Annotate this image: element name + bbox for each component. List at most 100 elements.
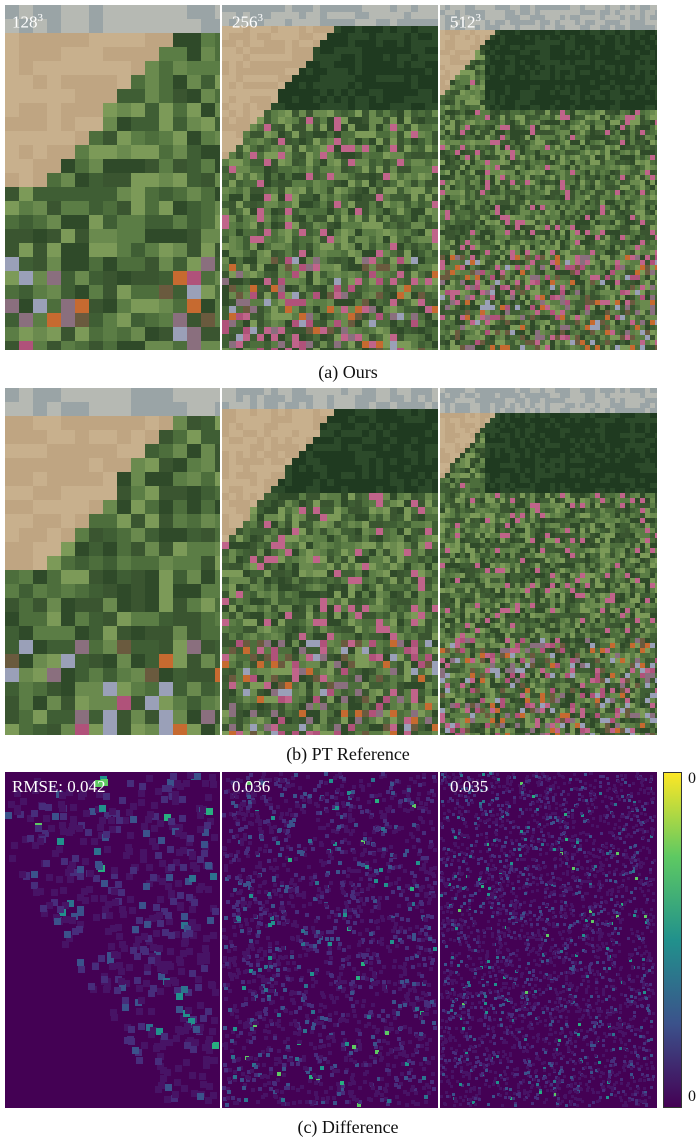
pixel [460,55,465,60]
pixel [615,170,620,175]
pixel [470,155,475,160]
pixel [355,306,362,313]
pixel [655,255,657,260]
pixel [215,33,220,47]
pixel [625,250,630,255]
pixel [485,185,490,190]
pixel [404,194,411,201]
pixel [334,257,341,264]
pixel [630,170,635,175]
pixel [285,208,292,215]
pixel [620,285,625,290]
pixel [440,135,445,140]
pixel [362,348,369,350]
pixel [595,345,600,350]
pixel [575,150,580,155]
pixel [575,265,580,270]
pixel [292,47,299,54]
pixel [565,210,570,215]
pixel [271,320,278,327]
pixel [460,35,465,40]
pixel [418,292,425,299]
pixel [173,313,187,327]
pixel [455,325,460,330]
pixel [560,265,565,270]
pixel [520,30,525,35]
pixel [117,285,131,299]
pixel [555,215,560,220]
pixel [595,35,600,40]
pixel [650,260,655,265]
pixel [285,61,292,68]
pixel [257,348,264,350]
pixel [490,95,495,100]
pixel [640,225,645,230]
pixel [33,257,47,271]
pixel [545,105,550,110]
pixel [560,335,565,340]
pixel [510,310,515,315]
pixel [655,265,657,270]
pixel [485,210,490,215]
pixel [432,54,438,61]
pixel [383,250,390,257]
pixel [460,185,465,190]
pixel [655,310,657,315]
pixel [425,320,432,327]
pixel [545,215,550,220]
pixel [455,340,460,345]
pixel [411,334,418,341]
pixel [425,5,432,12]
pixel [470,245,475,250]
pixel [271,159,278,166]
pixel [460,345,465,350]
pixel [645,235,650,240]
pixel [19,89,33,103]
pixel [540,45,545,50]
pixel [285,250,292,257]
pixel [292,250,299,257]
pixel [485,260,490,265]
pixel [425,159,432,166]
pixel [243,320,250,327]
pixel [411,271,418,278]
pixel [450,315,455,320]
pixel [390,5,397,12]
pixel [610,260,615,265]
pixel [264,40,271,47]
pixel [605,140,610,145]
pixel [515,65,520,70]
pixel [520,210,525,215]
pixel [229,5,236,12]
pixel [600,45,605,50]
pixel [610,125,615,130]
pixel [545,30,550,35]
pixel [229,313,236,320]
pixel [320,215,327,222]
pixel [432,159,438,166]
pixel [520,175,525,180]
pixel [306,222,313,229]
pixel [455,5,460,10]
pixel [334,47,341,54]
pixel [530,200,535,205]
pixel [397,61,404,68]
pixel [515,170,520,175]
pixel [555,70,560,75]
pixel [61,5,75,19]
pixel [585,230,590,235]
pixel [187,33,201,47]
pixel [580,140,585,145]
pixel [530,45,535,50]
pixel [610,5,615,10]
pixel [590,95,595,100]
pixel [605,15,610,20]
pixel [243,229,250,236]
pixel [292,117,299,124]
pixel [355,348,362,350]
pixel [445,315,450,320]
pixel [495,300,500,305]
pixel [595,70,600,75]
pixel [243,96,250,103]
pixel [640,235,645,240]
